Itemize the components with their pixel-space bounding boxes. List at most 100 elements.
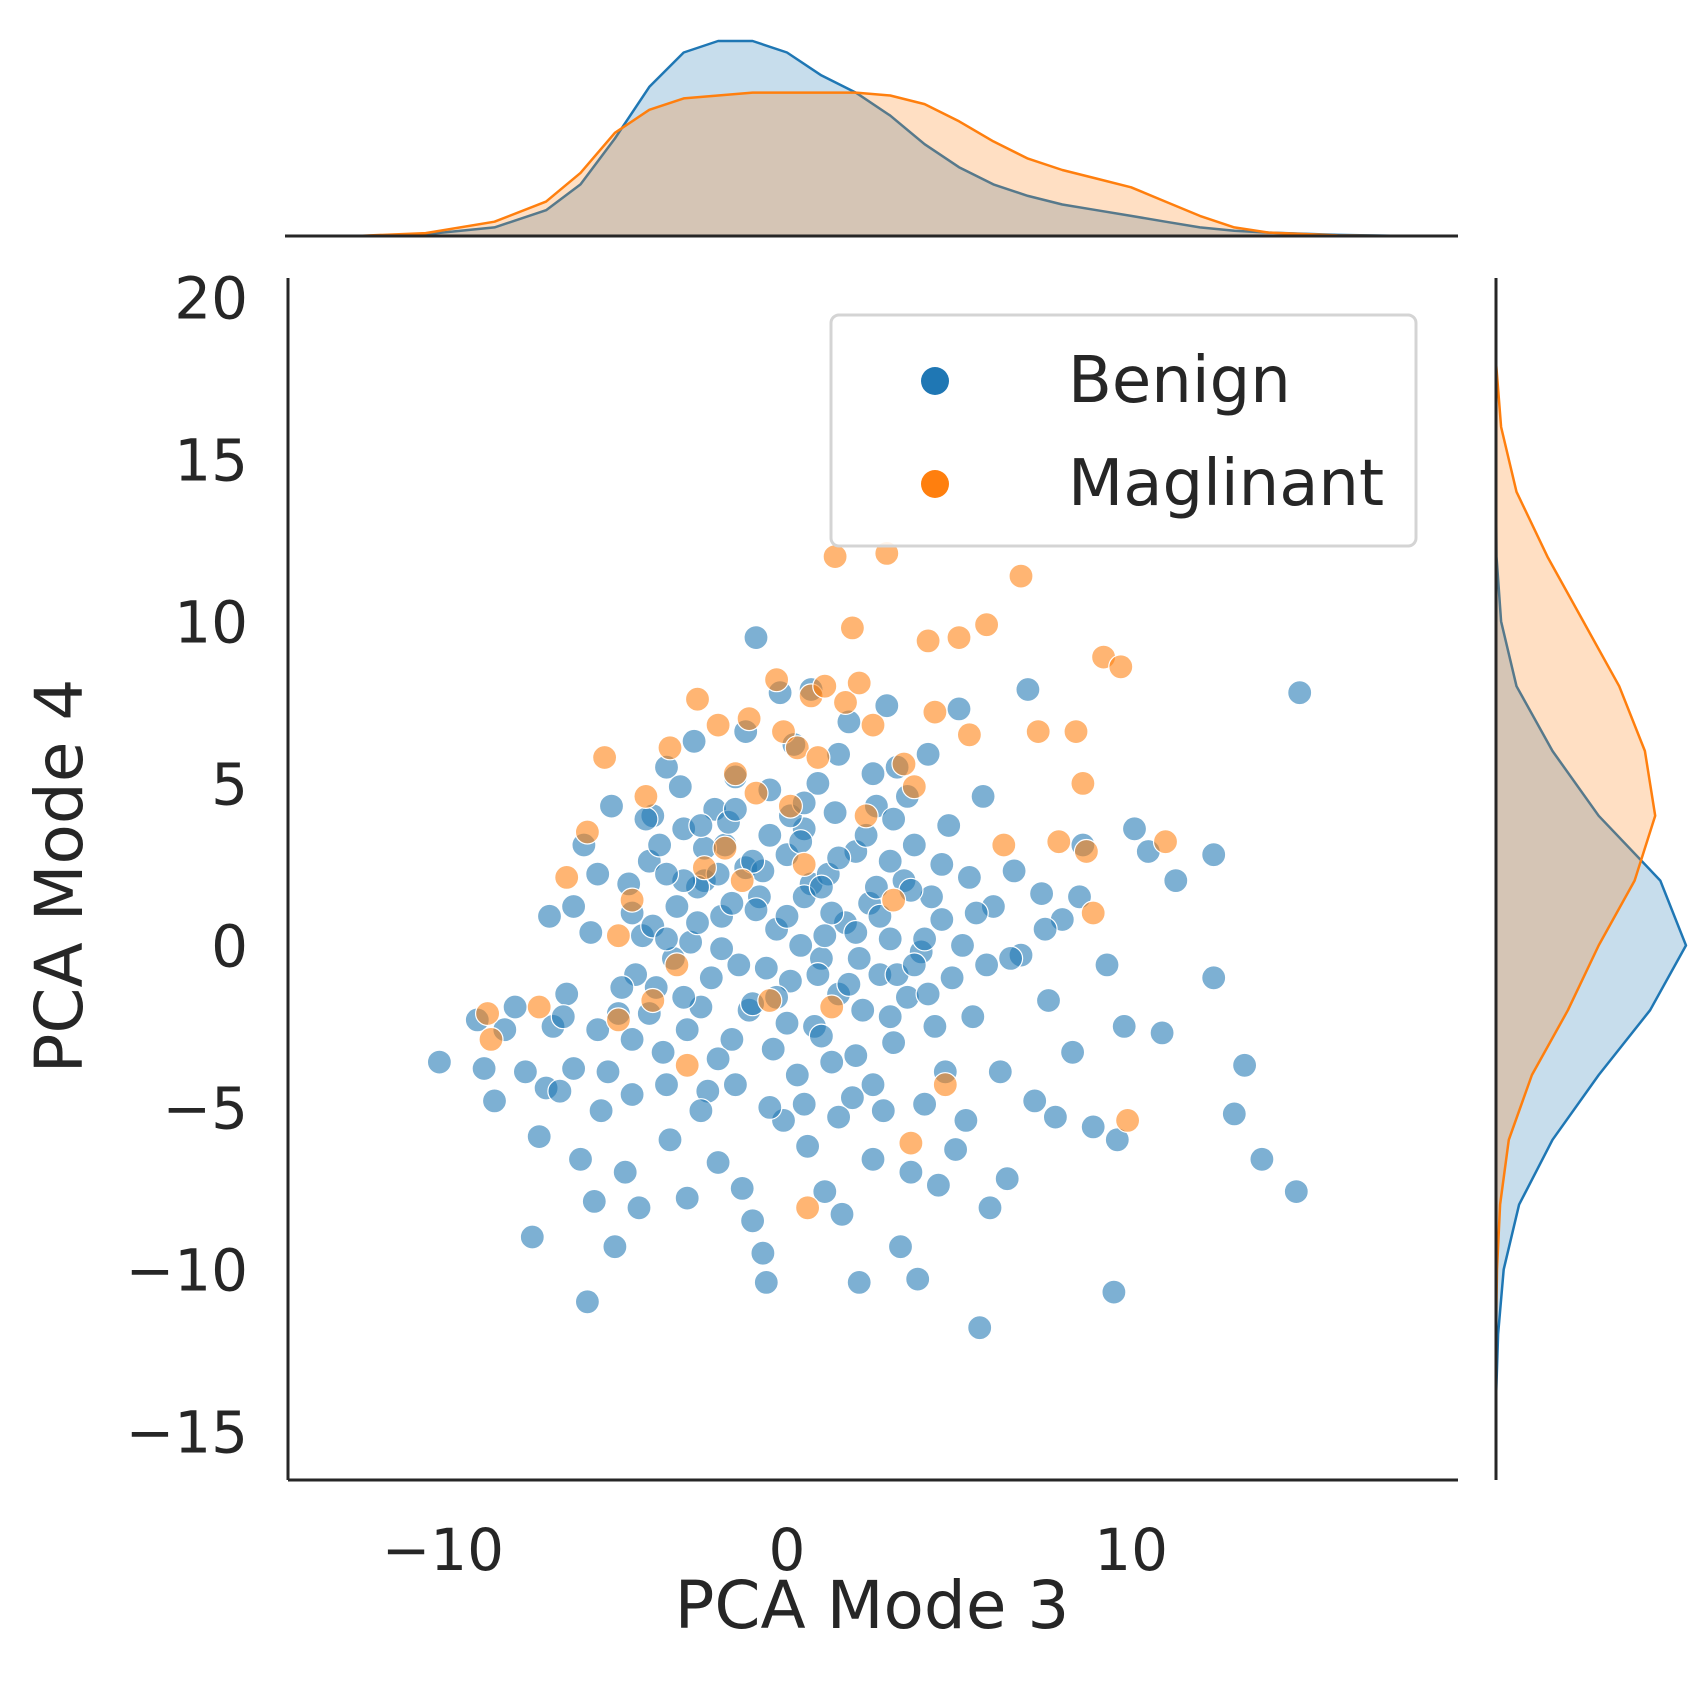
- point-maglinant: [784, 735, 810, 761]
- point-benign: [1066, 884, 1093, 910]
- point-benign: [554, 981, 580, 1007]
- point-maglinant: [946, 624, 972, 651]
- x-tick-label: 0: [769, 1516, 806, 1584]
- point-benign: [808, 1023, 835, 1049]
- point-benign: [901, 832, 927, 858]
- point-benign: [567, 1146, 594, 1172]
- point-benign: [819, 900, 845, 926]
- point-benign: [667, 774, 693, 800]
- point-maglinant: [640, 987, 666, 1014]
- point-benign: [1163, 867, 1189, 894]
- point-benign: [753, 1269, 779, 1296]
- point-maglinant: [932, 1072, 958, 1098]
- point-benign: [970, 783, 996, 810]
- point-benign: [650, 1039, 676, 1065]
- point-maglinant: [794, 1195, 821, 1221]
- point-benign: [1022, 1088, 1048, 1114]
- point-benign: [1249, 1146, 1275, 1172]
- y-tick-label: −15: [126, 1398, 248, 1466]
- y-tick-label: 0: [211, 912, 248, 980]
- point-benign: [646, 832, 673, 858]
- point-benign: [874, 693, 900, 719]
- point-benign: [612, 1159, 638, 1185]
- point-maglinant: [674, 1052, 700, 1078]
- point-benign: [1287, 680, 1313, 706]
- point-benign: [688, 812, 714, 839]
- point-benign: [922, 1013, 948, 1040]
- point-maglinant: [860, 712, 886, 738]
- legend-box: [829, 313, 1418, 548]
- point-maglinant: [822, 543, 848, 570]
- point-benign: [481, 1088, 508, 1114]
- point-benign: [805, 961, 831, 988]
- point-maglinant: [478, 1026, 504, 1053]
- point-benign: [860, 1072, 886, 1098]
- point-benign: [887, 1234, 914, 1260]
- point-benign: [977, 1195, 1003, 1221]
- point-benign: [860, 761, 886, 787]
- point-benign: [581, 1188, 607, 1215]
- point-maglinant: [664, 952, 690, 978]
- point-benign: [987, 1059, 1013, 1085]
- point-maglinant: [684, 686, 711, 712]
- point-maglinant: [973, 612, 1000, 638]
- point-maglinant: [619, 887, 645, 913]
- point-benign: [839, 1085, 866, 1111]
- point-benign: [1080, 1114, 1106, 1140]
- point-benign: [705, 1046, 731, 1072]
- point-benign: [846, 1269, 872, 1296]
- point-benign: [536, 903, 563, 929]
- point-benign: [1032, 916, 1058, 942]
- point-benign: [946, 696, 972, 722]
- point-maglinant: [475, 1000, 501, 1027]
- point-maglinant: [846, 670, 872, 696]
- point-maglinant: [839, 615, 866, 641]
- point-benign: [836, 971, 862, 997]
- point-benign: [808, 874, 835, 900]
- point-benign: [739, 848, 766, 874]
- point-benign: [585, 1017, 611, 1043]
- legend: Benign Maglinant: [829, 313, 1418, 548]
- point-benign: [753, 955, 779, 981]
- point-benign: [880, 1029, 907, 1056]
- point-benign: [653, 926, 680, 952]
- point-benign: [784, 1062, 810, 1088]
- point-benign: [1221, 1101, 1247, 1127]
- point-maglinant: [1108, 654, 1134, 680]
- point-maglinant: [1073, 838, 1100, 865]
- point-benign: [722, 1072, 749, 1098]
- point-benign: [915, 981, 941, 1007]
- point-benign: [619, 1026, 645, 1053]
- point-maglinant: [812, 673, 838, 699]
- legend-marker-maglinant: [921, 470, 949, 498]
- y-tick-label: 15: [174, 426, 248, 494]
- point-benign: [560, 893, 587, 920]
- point-maglinant: [1025, 718, 1051, 745]
- point-benign: [901, 952, 927, 978]
- point-benign: [708, 936, 735, 962]
- point-benign: [578, 919, 604, 946]
- point-benign: [960, 1004, 986, 1030]
- point-maglinant: [605, 923, 632, 949]
- point-maglinant: [891, 751, 917, 777]
- point-benign: [653, 861, 680, 887]
- point-maglinant: [1046, 829, 1072, 855]
- y-tick-label: 10: [174, 588, 248, 656]
- point-maglinant: [915, 628, 941, 654]
- point-benign: [997, 945, 1024, 972]
- tick-labels: −10 0 10 20 15 10 5 0 −5 −10 −15: [126, 264, 1168, 1584]
- point-benign: [750, 1240, 776, 1266]
- point-maglinant: [805, 744, 831, 771]
- point-benign: [653, 1072, 680, 1098]
- point-benign: [698, 965, 724, 991]
- point-benign: [1201, 842, 1227, 868]
- point-maglinant: [901, 774, 927, 800]
- point-benign: [788, 932, 814, 959]
- point-benign: [863, 874, 890, 900]
- point-benign: [925, 1172, 952, 1198]
- legend-marker-benign: [921, 367, 949, 395]
- point-benign: [805, 770, 831, 797]
- point-benign: [867, 903, 893, 929]
- point-benign: [949, 932, 976, 959]
- point-benign: [877, 1004, 903, 1030]
